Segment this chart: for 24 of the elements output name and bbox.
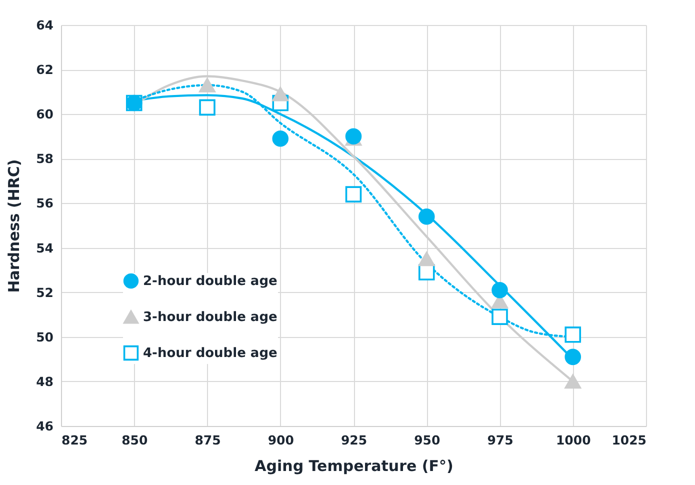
y-tick-label: 56 [36, 196, 54, 211]
y-tick-label: 52 [36, 284, 54, 300]
y-tick-label: 50 [36, 329, 54, 344]
x-tick-label: 825 [62, 432, 88, 448]
x-tick-label: 950 [414, 432, 440, 448]
y-tick-label: 54 [36, 240, 54, 256]
y-tick-label: 58 [36, 151, 54, 166]
legend-label: 2-hour double age [143, 274, 278, 289]
x-tick-label: 1000 [556, 432, 592, 448]
x-tick-label: 975 [487, 432, 514, 448]
x-tick-label: 850 [122, 432, 148, 448]
y-tick-label: 62 [36, 62, 54, 78]
x-tick-label: 925 [340, 432, 368, 448]
x-tick-label: 900 [268, 432, 294, 448]
legend-label: 4-hour double age [143, 346, 278, 361]
y-axis-title: Hardness (HRC) [5, 159, 24, 293]
y-tick-label: 64 [36, 18, 54, 32]
y-tick-label: 46 [36, 418, 54, 434]
x-tick-label: 875 [194, 432, 221, 448]
x-tick-label: 1025 [612, 432, 646, 448]
y-tick-label: 48 [36, 374, 54, 389]
y-tick-label: 60 [36, 106, 54, 122]
legend-label: 3-hour double age [143, 310, 278, 325]
x-axis-title: Aging Temperature (F°) [254, 457, 454, 475]
